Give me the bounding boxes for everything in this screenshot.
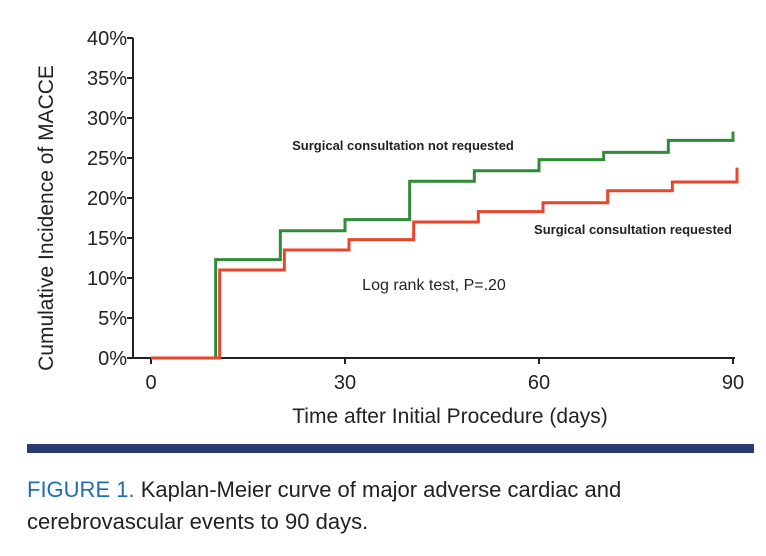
figure-caption: FIGURE 1. Kaplan-Meier curve of major ad… <box>27 474 747 538</box>
figure-label: FIGURE 1. <box>27 477 135 502</box>
y-tick-label: 20% <box>87 188 127 210</box>
x-tick-label: 90 <box>722 372 744 394</box>
y-tick-label: 0% <box>98 348 127 370</box>
kaplan-meier-chart: 0% 5% 10% 15% 20% 25% 30% 35% 40% 0 30 60 90 Time aft… <box>35 28 744 428</box>
labels-layer: 0% 5% 10% 15% 20% 25% 30% 35% 40% 0 30 60 90 Time aft… <box>35 28 744 428</box>
figure-caption-text: Kaplan-Meier curve of major adverse card… <box>27 477 622 534</box>
y-tick-label: 10% <box>87 268 127 290</box>
y-tick-label: 40% <box>87 28 127 50</box>
x-tick-label: 0 <box>145 372 156 394</box>
y-tick-label: 35% <box>87 68 127 90</box>
y-tick-label: 15% <box>87 228 127 250</box>
y-tick-label: 30% <box>87 108 127 130</box>
series-line-not-requested <box>151 131 735 360</box>
legend-label-not-requested: Surgical consultation not requested <box>292 138 514 153</box>
log-rank-annotation: Log rank test, P=.20 <box>362 277 506 294</box>
x-tick-label: 30 <box>334 372 356 394</box>
caption-divider <box>27 444 754 453</box>
y-tick-label: 5% <box>98 308 127 330</box>
series-layer <box>151 131 739 360</box>
y-axis-title: Cumulative Incidence of MACCE <box>35 65 58 371</box>
x-axis-title: Time after Initial Procedure (days) <box>292 405 608 428</box>
series-line-requested <box>151 167 739 360</box>
y-tick-label: 25% <box>87 148 127 170</box>
legend-label-requested: Surgical consultation requested <box>534 222 732 237</box>
x-tick-label: 60 <box>528 372 550 394</box>
